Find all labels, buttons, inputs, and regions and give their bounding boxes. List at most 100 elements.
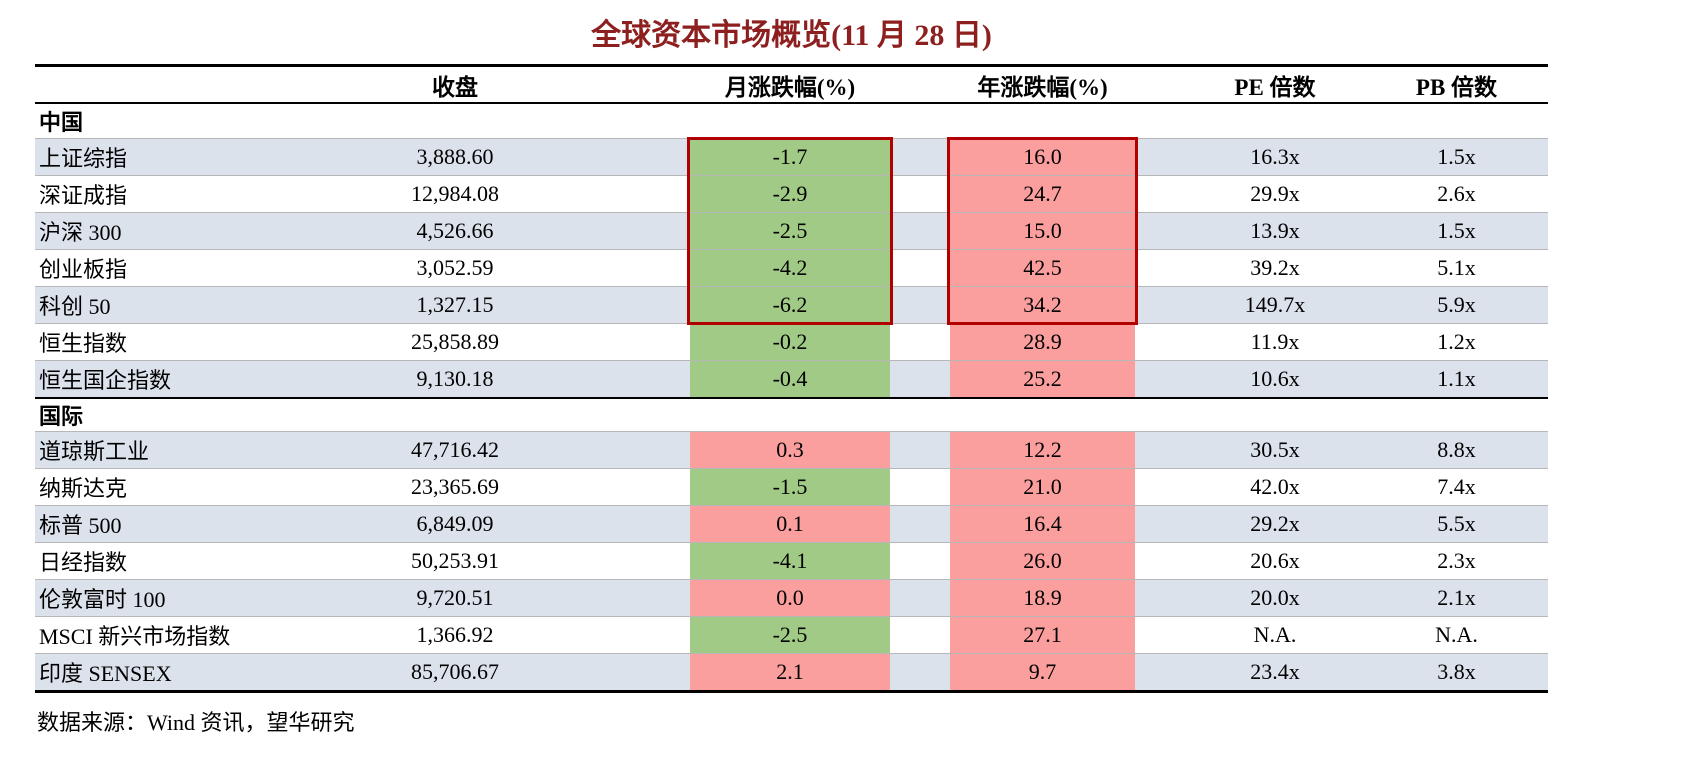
cell-yearly-change: 16.0 [950, 139, 1135, 175]
cell-close: 9,720.51 [416, 585, 494, 610]
cell-yearly-change: 34.2 [950, 287, 1135, 323]
cell-close: 1,366.92 [416, 622, 494, 647]
cell-index-name: 恒生指数 [39, 331, 128, 356]
report-page: 全球资本市场概览(11 月 28 日) 收盘 月涨跌幅(%) 年涨跌幅(%) P… [35, 19, 1548, 735]
cell-pe: 30.5x [1250, 437, 1300, 462]
col-header-monthly-change: 月涨跌幅(%) [724, 74, 856, 100]
spacer [575, 543, 690, 579]
table-row: 印度 SENSEX 85,706.67 2.1 9.7 23.4x 3.8x [35, 653, 1548, 690]
col-header-empty [35, 67, 335, 102]
cell-yearly-change: 24.7 [950, 176, 1135, 212]
spacer [1135, 139, 1185, 175]
cell-index-name: 创业板指 [39, 257, 128, 282]
spacer [1135, 469, 1185, 505]
table-row: 恒生指数 25,858.89 -0.2 28.9 11.9x 1.2x [35, 323, 1548, 360]
cell-pb: 7.4x [1437, 474, 1476, 499]
col-header-pe: PE 倍数 [1234, 74, 1316, 100]
spacer [575, 469, 690, 505]
cell-index-name: MSCI 新兴市场指数 [39, 624, 231, 649]
cell-yearly-change: 42.5 [950, 250, 1135, 286]
spacer [575, 617, 690, 653]
cell-yearly-change: 25.2 [950, 361, 1135, 397]
cell-close: 4,526.66 [416, 218, 494, 243]
cell-pe: 16.3x [1250, 144, 1300, 169]
cell-pe: 13.9x [1250, 218, 1300, 243]
spacer [890, 543, 950, 579]
table-row: 道琼斯工业 47,716.42 0.3 12.2 30.5x 8.8x [35, 431, 1548, 468]
cell-yearly-change: 27.1 [950, 617, 1135, 653]
cell-pb: 3.8x [1437, 659, 1476, 684]
spacer [890, 617, 950, 653]
spacer [890, 361, 950, 397]
cell-index-name: 道琼斯工业 [39, 439, 150, 464]
spacer [1135, 67, 1185, 102]
col-header-yearly-change: 年涨跌幅(%) [977, 74, 1108, 100]
spacer [575, 654, 690, 690]
cell-pb: 5.5x [1437, 511, 1476, 536]
cell-monthly-change: -2.5 [690, 617, 890, 653]
cell-index-name: 恒生国企指数 [39, 368, 172, 393]
spacer [1135, 432, 1185, 468]
market-overview-table: 收盘 月涨跌幅(%) 年涨跌幅(%) PE 倍数 PB 倍数 中国 上证综指 3… [35, 64, 1548, 693]
spacer [1135, 250, 1185, 286]
cell-monthly-change: -1.5 [690, 469, 890, 505]
cell-close: 12,984.08 [411, 181, 499, 206]
spacer [890, 139, 950, 175]
spacer [1135, 654, 1185, 690]
spacer [1135, 617, 1185, 653]
spacer [890, 176, 950, 212]
cell-pe: 149.7x [1244, 292, 1306, 317]
cell-pe: 20.6x [1250, 548, 1300, 573]
cell-pe: 11.9x [1250, 329, 1300, 354]
cell-yearly-change: 16.4 [950, 506, 1135, 542]
cell-pb: 2.1x [1437, 585, 1476, 610]
cell-close: 6,849.09 [416, 511, 494, 536]
spacer [1135, 506, 1185, 542]
spacer [1135, 287, 1185, 323]
cell-pe: 29.9x [1250, 181, 1300, 206]
table-row: 科创 50 1,327.15 -6.2 34.2 149.7x 5.9x [35, 286, 1548, 323]
cell-yearly-change: 9.7 [950, 654, 1135, 690]
cell-pe: 20.0x [1250, 585, 1300, 610]
col-header-pb: PB 倍数 [1415, 74, 1498, 100]
cell-pe: 23.4x [1250, 659, 1300, 684]
cell-index-name: 科创 50 [39, 294, 111, 319]
cell-close: 3,888.60 [416, 144, 494, 169]
table-row: 沪深 300 4,526.66 -2.5 15.0 13.9x 1.5x [35, 212, 1548, 249]
col-header-close: 收盘 [432, 74, 478, 100]
cell-monthly-change: 2.1 [690, 654, 890, 690]
spacer [890, 287, 950, 323]
cell-pb: 5.9x [1437, 292, 1476, 317]
cell-monthly-change: 0.3 [690, 432, 890, 468]
spacer [575, 432, 690, 468]
spacer [575, 580, 690, 616]
cell-index-name: 纳斯达克 [39, 476, 128, 501]
table-row: 创业板指 3,052.59 -4.2 42.5 39.2x 5.1x [35, 249, 1548, 286]
cell-close: 23,365.69 [411, 474, 499, 499]
data-source-note: 数据来源：Wind 资讯，望华研究 [37, 710, 355, 735]
spacer [1135, 176, 1185, 212]
cell-close: 3,052.59 [416, 255, 494, 280]
spacer [890, 506, 950, 542]
cell-index-name: 日经指数 [39, 550, 128, 575]
spacer [890, 469, 950, 505]
cell-monthly-change: -4.1 [690, 543, 890, 579]
cell-monthly-change: 0.0 [690, 580, 890, 616]
cell-yearly-change: 28.9 [950, 324, 1135, 360]
table-row: 纳斯达克 23,365.69 -1.5 21.0 42.0x 7.4x [35, 468, 1548, 505]
spacer [575, 250, 690, 286]
cell-index-name: 标普 500 [39, 513, 122, 538]
spacer [890, 67, 950, 102]
spacer [575, 213, 690, 249]
table-header-row: 收盘 月涨跌幅(%) 年涨跌幅(%) PE 倍数 PB 倍数 [35, 64, 1548, 104]
spacer [890, 213, 950, 249]
cell-index-name: 深证成指 [39, 183, 128, 208]
spacer [890, 580, 950, 616]
cell-pb: 1.2x [1437, 329, 1476, 354]
cell-pb: 5.1x [1437, 255, 1476, 280]
spacer [575, 176, 690, 212]
cell-pb: 2.3x [1437, 548, 1476, 573]
cell-yearly-change: 26.0 [950, 543, 1135, 579]
cell-yearly-change: 12.2 [950, 432, 1135, 468]
table-row: 深证成指 12,984.08 -2.9 24.7 29.9x 2.6x [35, 175, 1548, 212]
